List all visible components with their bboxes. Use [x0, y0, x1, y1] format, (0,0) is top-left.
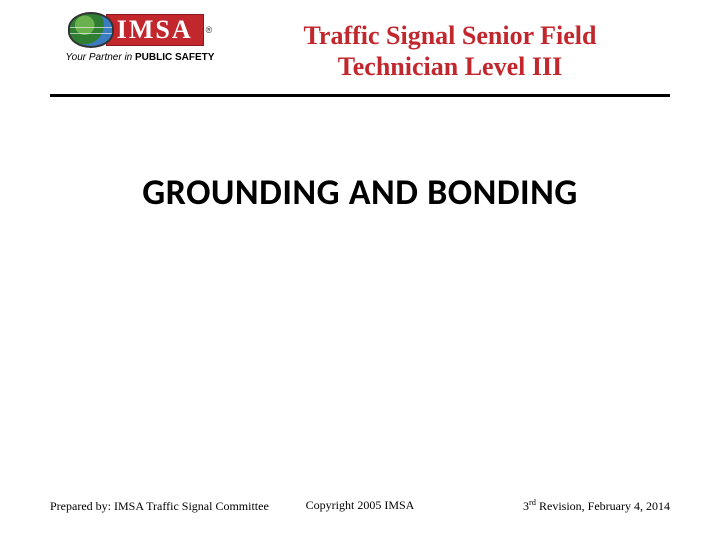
title-block: Traffic Signal Senior Field Technician L… — [220, 12, 680, 82]
content-area: GROUNDING AND BONDING — [0, 170, 720, 214]
title-line-2: Technician Level III — [338, 52, 562, 81]
footer-left: Prepared by: IMSA Traffic Signal Committ… — [50, 499, 269, 514]
revision-rest: Revision, February 4, 2014 — [536, 499, 670, 513]
registered-mark: ® — [206, 25, 213, 35]
globe-icon — [68, 12, 114, 48]
footer: Prepared by: IMSA Traffic Signal Committ… — [50, 498, 670, 514]
footer-right: 3rd Revision, February 4, 2014 — [523, 498, 670, 514]
tagline-lead: Your Partner in — [66, 52, 135, 63]
logo-tagline: Your Partner in PUBLIC SAFETY — [66, 52, 215, 63]
title-line-1: Traffic Signal Senior Field — [304, 21, 597, 50]
logo-text: IMSA — [106, 14, 204, 46]
revision-ordinal: rd — [529, 498, 536, 507]
slide: IMSA ® Your Partner in PUBLIC SAFETY Tra… — [0, 0, 720, 540]
header-divider — [50, 94, 670, 97]
logo-row: IMSA ® — [68, 12, 213, 48]
header: IMSA ® Your Partner in PUBLIC SAFETY Tra… — [0, 0, 720, 82]
page-title: Traffic Signal Senior Field Technician L… — [220, 20, 680, 82]
tagline-strong: PUBLIC SAFETY — [135, 52, 214, 63]
content-heading: GROUNDING AND BONDING — [0, 170, 720, 214]
logo-block: IMSA ® Your Partner in PUBLIC SAFETY — [60, 12, 220, 63]
